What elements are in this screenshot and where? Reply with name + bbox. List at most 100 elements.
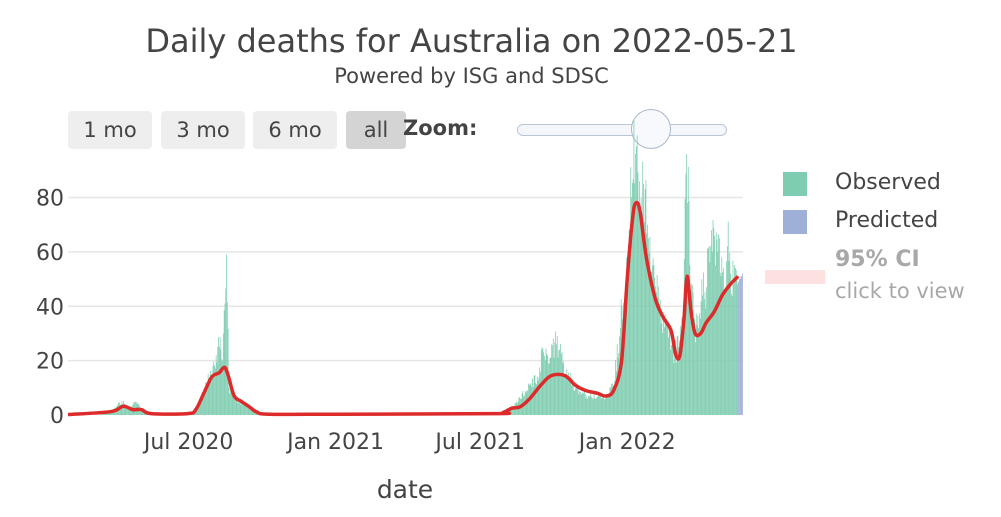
observed-bar <box>504 409 505 415</box>
observed-bar <box>195 410 196 415</box>
observed-bar <box>112 409 114 415</box>
observed-bar <box>216 362 218 415</box>
observed-bar <box>540 372 541 415</box>
observed-bar <box>671 344 672 415</box>
range-all-button[interactable]: all <box>346 111 406 149</box>
observed-bar <box>258 412 259 415</box>
observed-bar <box>534 374 536 415</box>
observed-bar <box>643 222 645 415</box>
observed-bar <box>500 411 502 415</box>
observed-bar <box>230 387 231 415</box>
legend-ci-title[interactable]: 95% CI <box>835 247 920 272</box>
observed-bar <box>144 412 146 415</box>
observed-bar <box>536 376 538 415</box>
observed-bar <box>238 401 239 415</box>
observed-bar <box>576 383 577 415</box>
observed-bar <box>588 396 589 415</box>
observed-bar <box>544 356 545 415</box>
observed-bar <box>719 272 721 415</box>
observed-bar <box>569 380 571 415</box>
observed-bar <box>610 387 612 415</box>
legend-predicted-label[interactable]: Predicted <box>835 208 939 233</box>
observed-bar <box>122 404 124 415</box>
observed-bar <box>516 403 518 415</box>
observed-bar <box>566 368 568 415</box>
range-3-month-button[interactable]: 3 mo <box>161 111 245 149</box>
legend-ci-swatch[interactable] <box>765 270 825 284</box>
observed-bar <box>243 404 245 416</box>
legend-observed-swatch[interactable] <box>783 172 807 196</box>
observed-bar <box>703 272 704 415</box>
observed-bar <box>104 413 106 415</box>
range-6-month-button[interactable]: 6 mo <box>253 111 337 149</box>
observed-bar <box>628 229 630 415</box>
x-tick-label: Jan 2021 <box>285 430 384 455</box>
observed-bar <box>612 386 614 415</box>
legend-observed-label[interactable]: Observed <box>835 170 941 195</box>
observed-bar <box>499 412 501 415</box>
legend-ci-click-hint[interactable]: click to view <box>835 279 965 303</box>
chart-title: Daily deaths for Australia on 2022-05-21 <box>145 22 798 60</box>
observed-bar <box>188 414 190 415</box>
observed-bar <box>101 414 103 415</box>
observed-bar <box>691 285 693 415</box>
observed-bar <box>266 413 267 415</box>
observed-bar <box>261 412 263 415</box>
observed-bar <box>684 198 686 415</box>
observed-bar <box>514 403 516 415</box>
observed-bar <box>603 394 604 415</box>
observed-bar <box>265 413 267 415</box>
observed-bar <box>111 410 113 415</box>
legend-predicted-swatch[interactable] <box>783 210 807 234</box>
observed-bar <box>142 410 144 415</box>
observed-bar <box>120 404 122 415</box>
observed-bar <box>143 412 145 415</box>
observed-bar <box>507 408 509 415</box>
observed-bar <box>560 354 562 415</box>
observed-bar <box>619 327 621 415</box>
observed-bar <box>594 397 596 415</box>
observed-bar <box>200 402 202 415</box>
observed-bar <box>231 393 233 415</box>
observed-bar <box>131 405 133 415</box>
observed-bar <box>564 374 565 415</box>
observed-bar <box>130 408 132 415</box>
observed-bar <box>714 235 715 415</box>
range-1-month-button[interactable]: 1 mo <box>68 111 152 149</box>
observed-bar <box>654 277 656 415</box>
observed-bar <box>678 347 680 415</box>
observed-bar <box>203 394 205 415</box>
observed-bar <box>639 222 641 415</box>
observed-bar <box>259 412 261 415</box>
observed-bar <box>667 325 668 415</box>
observed-bar <box>687 166 689 415</box>
observed-bar <box>565 377 567 415</box>
observed-bar <box>662 332 664 415</box>
observed-bar <box>600 393 601 415</box>
observed-bar <box>718 234 719 415</box>
observed-bar <box>103 413 105 415</box>
observed-bar <box>561 351 563 415</box>
y-tick-label: 0 <box>50 404 64 429</box>
observed-bar <box>554 342 556 415</box>
observed-bar <box>656 275 658 415</box>
observed-bar <box>635 146 637 415</box>
observed-bar <box>555 331 557 415</box>
zoom-slider-handle[interactable] <box>631 109 672 149</box>
observed-bar <box>235 396 237 415</box>
observed-bar <box>643 183 644 415</box>
observed-bar <box>255 412 257 415</box>
observed-bar <box>191 412 193 415</box>
observed-bar <box>605 395 607 415</box>
observed-bar <box>541 347 543 415</box>
observed-bar <box>199 401 201 415</box>
observed-bar <box>679 340 680 415</box>
zoom-slider-track[interactable] <box>517 124 727 136</box>
observed-bar <box>644 188 646 415</box>
observed-bar <box>246 404 247 415</box>
observed-bar <box>604 399 605 415</box>
observed-bar <box>240 405 242 415</box>
observed-bar <box>127 407 129 415</box>
observed-bar <box>576 386 578 415</box>
observed-bar <box>516 401 517 415</box>
